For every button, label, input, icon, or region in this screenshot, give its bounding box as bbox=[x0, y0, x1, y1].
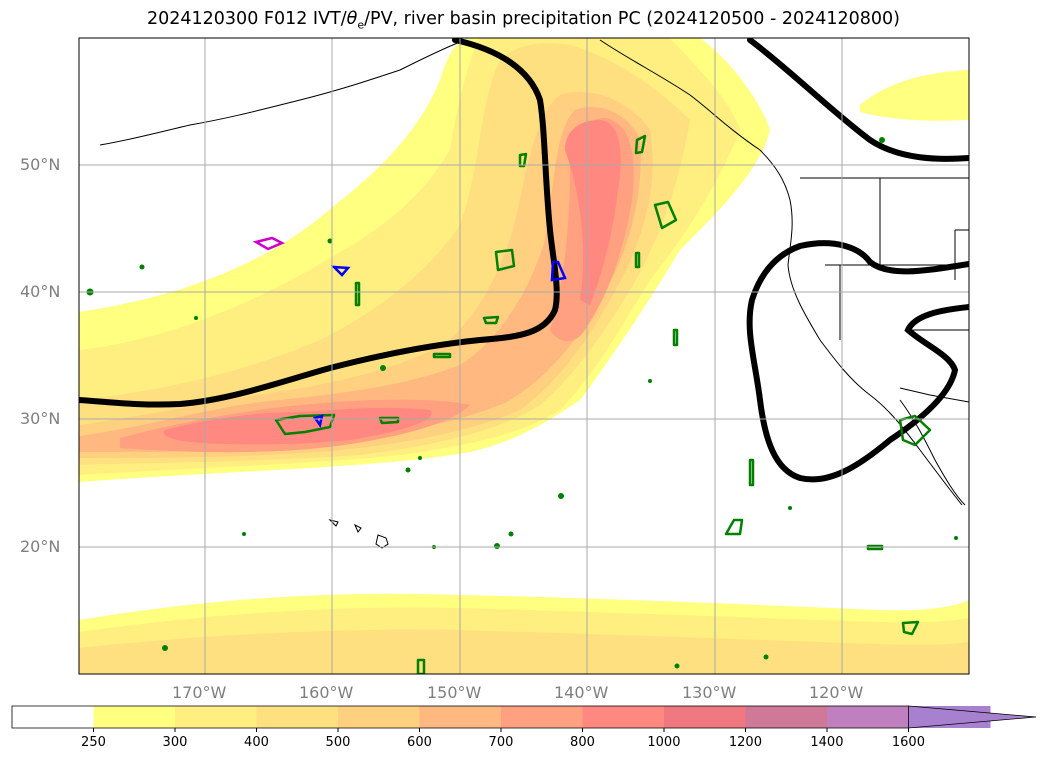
lat-tick-label: 30°N bbox=[20, 409, 61, 428]
green-contour bbox=[634, 134, 647, 155]
colorbar-tick-label: 250 bbox=[81, 735, 106, 750]
green-dot bbox=[242, 532, 246, 536]
ivt-band-800 bbox=[163, 407, 432, 445]
colorbar-tick-label: 700 bbox=[488, 735, 514, 750]
green-dot bbox=[139, 264, 145, 270]
pv-contour-cutoff-low bbox=[746, 240, 969, 483]
lon-tick-label: 150°W bbox=[427, 683, 482, 702]
bc-coast bbox=[599, 39, 791, 201]
colorbar-tick-label: 600 bbox=[407, 735, 432, 750]
ivt-band-tropics-400 bbox=[79, 629, 969, 674]
hawaii-islands bbox=[328, 519, 389, 549]
green-dot bbox=[508, 531, 514, 537]
colorbar-segment bbox=[338, 706, 420, 728]
green-dot bbox=[327, 238, 333, 244]
us-mexico-border bbox=[899, 387, 969, 403]
map-frame bbox=[78, 37, 970, 675]
green-contour bbox=[866, 544, 884, 551]
colorbar-segment bbox=[745, 706, 828, 728]
lon-tick-label: 140°W bbox=[554, 683, 609, 702]
green-dot bbox=[763, 654, 769, 660]
colorbar-tick-label: 1600 bbox=[891, 735, 925, 750]
colorbar-tick-label: 800 bbox=[570, 735, 595, 750]
colorbar-segment bbox=[175, 706, 257, 728]
gridlines bbox=[79, 38, 969, 674]
green-contour bbox=[518, 152, 528, 168]
green-dot bbox=[380, 365, 386, 371]
lat-tick-label: 50°N bbox=[20, 155, 61, 174]
green-dot bbox=[558, 493, 564, 499]
green-contour bbox=[378, 416, 400, 425]
colorbar-segment bbox=[501, 706, 583, 728]
pv-contour-northeast bbox=[747, 38, 969, 162]
ivt-band-800-north bbox=[565, 120, 621, 305]
colorbar-tick-label: 400 bbox=[244, 735, 269, 750]
green-dot bbox=[405, 467, 411, 473]
lon-tick-label: 130°W bbox=[682, 683, 737, 702]
green-dot bbox=[162, 645, 168, 651]
colorbar-segment bbox=[827, 706, 909, 728]
green-dot bbox=[494, 543, 500, 549]
green-dot bbox=[674, 663, 680, 669]
green-contour bbox=[354, 281, 361, 307]
colorbar-segment bbox=[12, 706, 94, 728]
pv-contour-main bbox=[79, 38, 560, 408]
green-contour bbox=[653, 200, 678, 230]
blue-contour bbox=[550, 260, 567, 282]
alaska-coast bbox=[99, 41, 461, 146]
ivt-band-northeast-250 bbox=[860, 70, 969, 121]
green-contour bbox=[724, 518, 744, 536]
colorbar-segment bbox=[93, 706, 176, 728]
green-contour bbox=[672, 328, 679, 347]
figure-title: 2024120300 F012 IVT/θe/PV, river basin p… bbox=[146, 9, 901, 32]
ivt-shading bbox=[79, 38, 969, 674]
colorbar-segment bbox=[664, 706, 746, 728]
colorbar bbox=[11, 705, 1037, 732]
us-west-coast bbox=[787, 199, 963, 506]
colorbar-tick-label: 300 bbox=[162, 735, 188, 750]
green-contour bbox=[901, 620, 920, 636]
green-contour bbox=[494, 248, 516, 272]
green-contour bbox=[898, 414, 932, 447]
colorbar-segment bbox=[419, 706, 502, 728]
precip-contours-green bbox=[274, 134, 932, 674]
green-dot bbox=[418, 456, 422, 460]
colorbar-segment bbox=[256, 706, 339, 728]
colorbar-tick-label: 1000 bbox=[647, 735, 681, 750]
colorbar-segment bbox=[582, 706, 665, 728]
magenta-contour bbox=[252, 236, 285, 251]
green-dot bbox=[194, 316, 198, 320]
green-contour bbox=[416, 658, 426, 674]
colorbar-tick-label: 1400 bbox=[810, 735, 844, 750]
lon-tick-label: 120°W bbox=[809, 683, 864, 702]
green-dot bbox=[788, 506, 792, 510]
pv-contours bbox=[79, 38, 969, 483]
green-dot bbox=[954, 536, 958, 540]
green-contour bbox=[748, 458, 755, 487]
colorbar-tick-label: 500 bbox=[325, 735, 351, 750]
blue-contour bbox=[312, 414, 324, 429]
lon-tick-label: 160°W bbox=[299, 683, 354, 702]
green-dot bbox=[648, 379, 652, 383]
green-contour bbox=[634, 251, 641, 269]
colorbar-extend-arrow bbox=[908, 705, 1037, 729]
green-contour bbox=[482, 315, 500, 325]
map-panel bbox=[79, 38, 969, 674]
green-contour bbox=[274, 413, 336, 436]
green-contour bbox=[432, 352, 452, 359]
ivt-band-600 bbox=[79, 106, 641, 453]
colorbar-tick-label: 1200 bbox=[728, 735, 762, 750]
green-dot bbox=[879, 137, 885, 143]
blue-contour bbox=[330, 265, 351, 277]
lat-tick-label: 40°N bbox=[20, 282, 61, 301]
lon-tick-label: 170°W bbox=[172, 683, 227, 702]
lat-tick-label: 20°N bbox=[20, 537, 61, 556]
precip-contours-blue bbox=[312, 260, 567, 429]
precip-contours-magenta bbox=[252, 236, 285, 251]
colorbar-frame bbox=[11, 705, 909, 729]
